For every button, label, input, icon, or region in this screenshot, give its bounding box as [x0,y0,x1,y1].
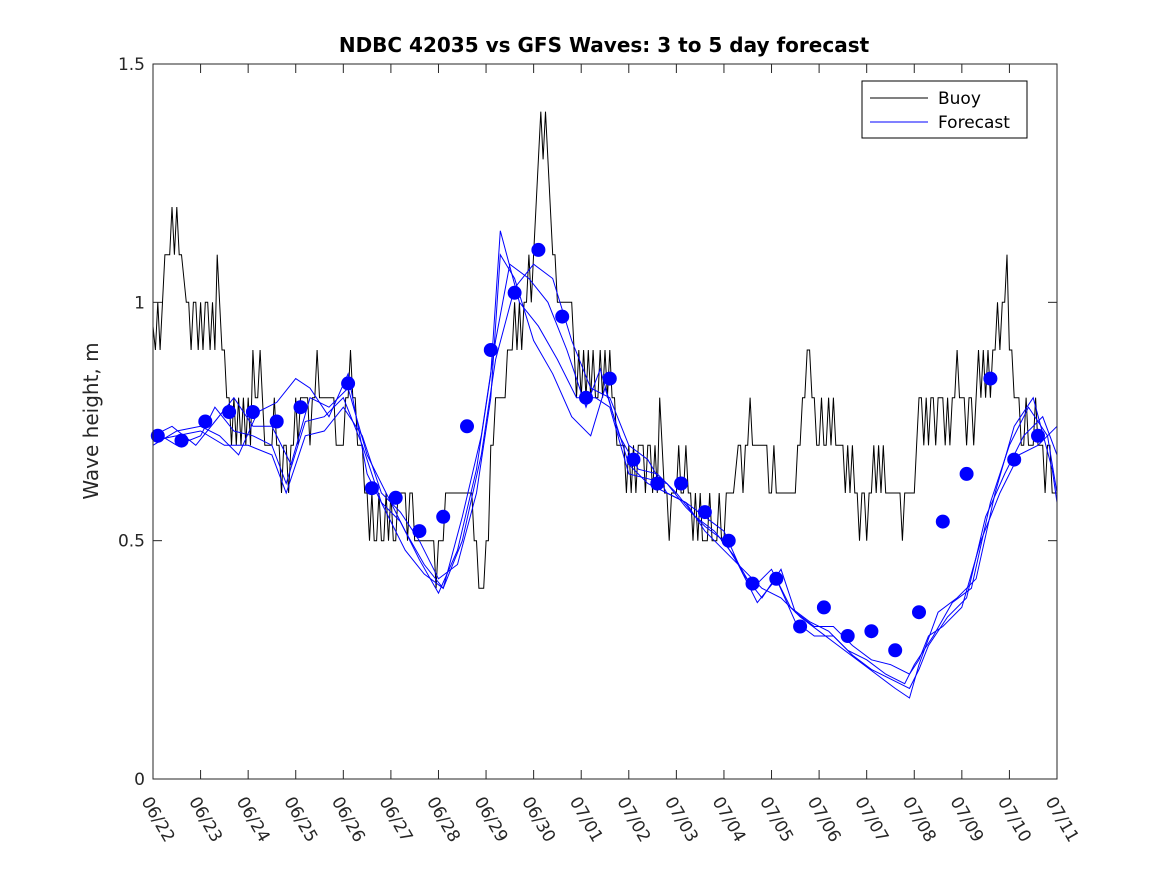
forecast-point [745,576,760,591]
forecast-point [769,571,784,586]
series-buoy-line [152,111,1057,589]
forecast-point [983,371,998,386]
forecast-point [531,242,546,257]
series-forecast-run-line [152,263,1058,685]
y-axis-label: Wave height, m [79,342,103,499]
forecast-point [150,428,165,443]
forecast-point [436,509,451,524]
forecast-point [888,643,903,658]
forecast-point [412,524,427,539]
legend-box [861,80,1028,139]
forecast-point [555,309,570,324]
forecast-point [222,405,237,419]
forecast-point [864,624,879,639]
forecast-point [912,605,926,620]
forecast-point [579,390,593,405]
forecast-point [816,600,831,615]
forecast-point [198,414,213,429]
forecast-point [721,533,736,548]
forecast-point [959,466,974,481]
forecast-point [341,376,356,391]
y-tick-label: 1.5 [118,55,145,75]
forecast-point [293,400,308,415]
forecast-point [650,476,665,491]
y-tick-label: 0.5 [118,532,145,552]
forecast-point [269,414,284,429]
legend: Buoy Forecast [861,80,1028,139]
plot-area [150,111,1058,699]
forecast-point [507,285,522,300]
forecast-point [697,505,712,520]
forecast-point [388,490,403,505]
forecast-point [626,452,641,467]
forecast-point [674,476,689,491]
forecast-point [483,343,498,357]
forecast-point [364,481,379,496]
forecast-point [174,433,189,448]
forecast-point [1031,428,1045,443]
y-tick-label: 1 [134,293,145,313]
legend-forecast-label: Forecast [938,113,1010,133]
forecast-point [1007,452,1022,467]
forecast-point [840,629,855,643]
forecast-point [602,371,617,386]
y-tick-label: 0 [134,770,145,790]
forecast-point [460,419,474,434]
chart-title: NDBC 42035 vs GFS Waves: 3 to 5 day fore… [339,33,870,57]
axes-box [152,63,1058,780]
series-forecast-run-line [152,263,1058,699]
forecast-point [935,514,950,529]
forecast-point [793,619,808,634]
legend-buoy-label: Buoy [938,89,981,109]
forecast-point [245,405,260,419]
